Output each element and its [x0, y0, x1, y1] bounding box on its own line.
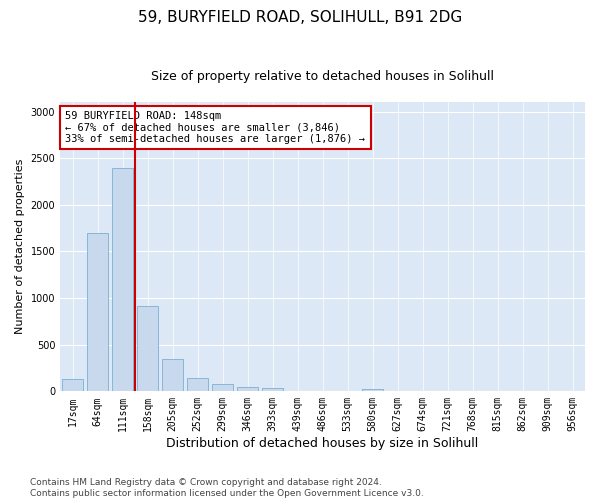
Bar — [362, 388, 383, 392]
Bar — [62, 379, 83, 392]
Bar — [112, 168, 133, 392]
Text: 59 BURYFIELD ROAD: 148sqm
← 67% of detached houses are smaller (3,846)
33% of se: 59 BURYFIELD ROAD: 148sqm ← 67% of detac… — [65, 111, 365, 144]
Bar — [137, 306, 158, 392]
Title: Size of property relative to detached houses in Solihull: Size of property relative to detached ho… — [151, 70, 494, 83]
Bar — [212, 384, 233, 392]
Bar — [162, 358, 183, 392]
Bar — [262, 388, 283, 392]
Bar — [187, 378, 208, 392]
Text: Contains HM Land Registry data © Crown copyright and database right 2024.
Contai: Contains HM Land Registry data © Crown c… — [30, 478, 424, 498]
Bar — [87, 233, 108, 392]
Text: 59, BURYFIELD ROAD, SOLIHULL, B91 2DG: 59, BURYFIELD ROAD, SOLIHULL, B91 2DG — [138, 10, 462, 25]
X-axis label: Distribution of detached houses by size in Solihull: Distribution of detached houses by size … — [166, 437, 479, 450]
Y-axis label: Number of detached properties: Number of detached properties — [15, 159, 25, 334]
Bar — [237, 386, 258, 392]
